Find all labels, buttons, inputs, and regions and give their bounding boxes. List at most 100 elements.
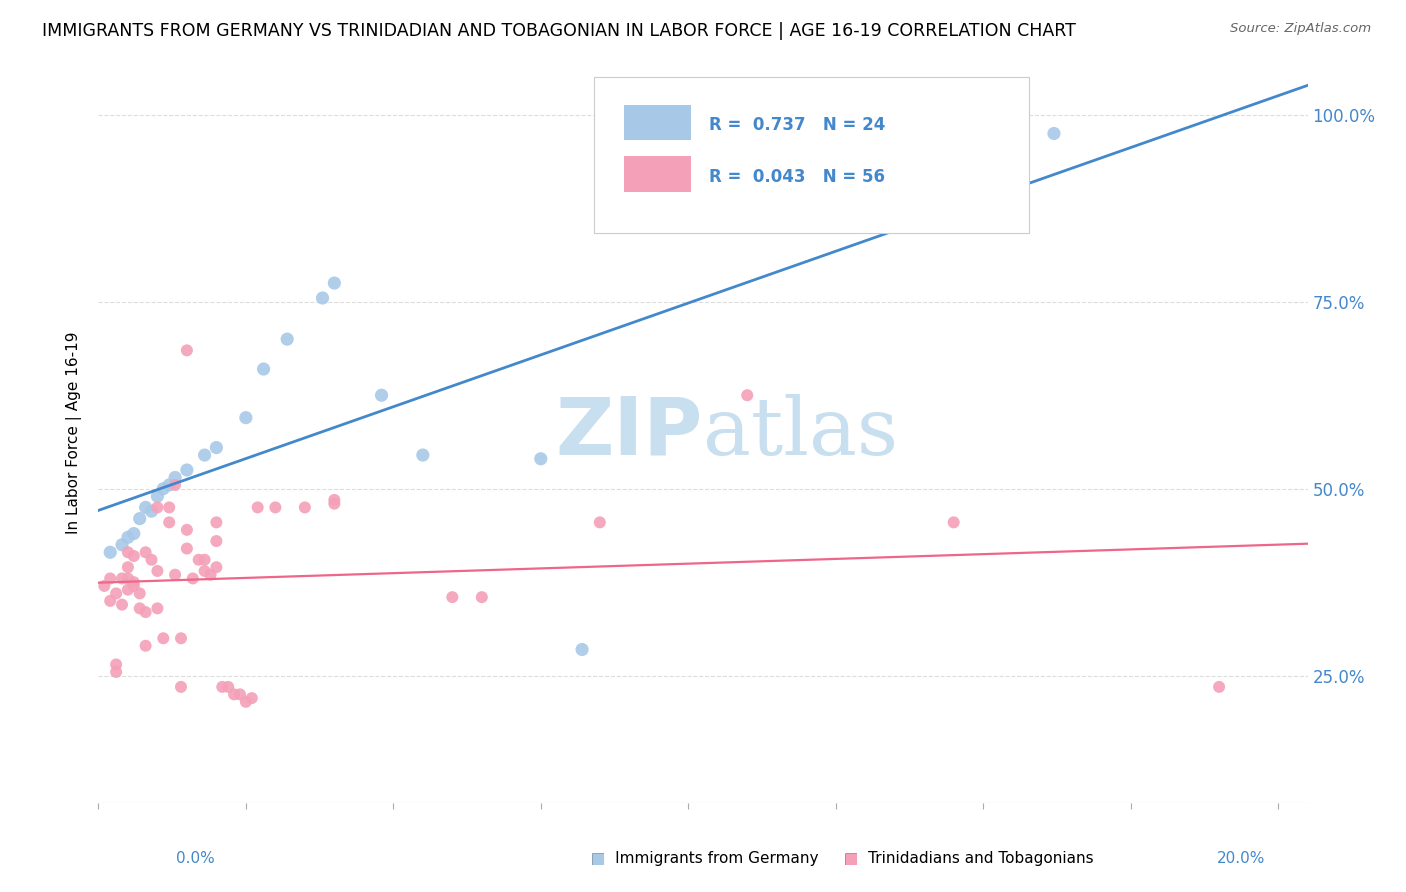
Point	[294, 500, 316, 515]
Text: ■  Trinidadians and Tobagonians: ■ Trinidadians and Tobagonians	[844, 851, 1094, 865]
Point	[135, 500, 157, 515]
Point	[157, 500, 180, 515]
Point	[165, 567, 187, 582]
Point	[323, 276, 346, 290]
Point	[98, 594, 121, 608]
Point	[194, 553, 217, 567]
Point	[229, 687, 252, 701]
Point	[117, 545, 139, 559]
Point	[122, 526, 145, 541]
Point	[205, 516, 228, 530]
Point	[98, 545, 121, 559]
Point	[264, 500, 287, 515]
FancyBboxPatch shape	[624, 156, 690, 192]
Point	[323, 497, 346, 511]
Point	[176, 463, 198, 477]
Point	[276, 332, 298, 346]
Text: atlas: atlas	[703, 393, 898, 472]
Point	[117, 530, 139, 544]
Point	[146, 489, 169, 503]
Point	[111, 598, 134, 612]
Point	[105, 665, 128, 679]
FancyBboxPatch shape	[624, 104, 690, 140]
Point	[141, 504, 163, 518]
Point	[111, 571, 134, 585]
Point	[1043, 127, 1066, 141]
Point	[1001, 127, 1024, 141]
Point	[122, 575, 145, 590]
Point	[135, 639, 157, 653]
Point	[311, 291, 333, 305]
Text: ■: ■	[591, 851, 605, 865]
Point	[571, 642, 593, 657]
Point	[200, 567, 222, 582]
Y-axis label: In Labor Force | Age 16-19: In Labor Force | Age 16-19	[66, 331, 83, 534]
Point	[146, 564, 169, 578]
Point	[194, 448, 217, 462]
FancyBboxPatch shape	[595, 78, 1029, 233]
Point	[111, 538, 134, 552]
Point	[412, 448, 434, 462]
Text: ZIP: ZIP	[555, 393, 703, 472]
Point	[165, 478, 187, 492]
Point	[176, 343, 198, 358]
Point	[530, 451, 553, 466]
Point	[205, 441, 228, 455]
Point	[235, 410, 257, 425]
Point	[122, 549, 145, 563]
Point	[217, 680, 239, 694]
Point	[152, 632, 174, 646]
Point	[170, 680, 193, 694]
Point	[146, 500, 169, 515]
Point	[122, 579, 145, 593]
Point	[441, 590, 464, 604]
Point	[146, 601, 169, 615]
Point	[205, 560, 228, 574]
Point	[205, 534, 228, 549]
Point	[1208, 680, 1230, 694]
Text: R =  0.043   N = 56: R = 0.043 N = 56	[709, 169, 884, 186]
Point	[157, 478, 180, 492]
Text: ■  Immigrants from Germany: ■ Immigrants from Germany	[591, 851, 818, 865]
Text: 20.0%: 20.0%	[1218, 851, 1265, 865]
Point	[883, 201, 905, 215]
Point	[187, 553, 209, 567]
Point	[471, 590, 494, 604]
Text: IMMIGRANTS FROM GERMANY VS TRINIDADIAN AND TOBAGONIAN IN LABOR FORCE | AGE 16-19: IMMIGRANTS FROM GERMANY VS TRINIDADIAN A…	[42, 22, 1076, 40]
Point	[128, 601, 150, 615]
Point	[105, 586, 128, 600]
Point	[176, 541, 198, 556]
Point	[128, 511, 150, 525]
Point	[176, 523, 198, 537]
Point	[246, 500, 269, 515]
Point	[323, 492, 346, 507]
Point	[165, 470, 187, 484]
Point	[735, 388, 758, 402]
Point	[235, 695, 257, 709]
Text: 0.0%: 0.0%	[176, 851, 215, 865]
Point	[117, 560, 139, 574]
Text: R =  0.737   N = 24: R = 0.737 N = 24	[709, 116, 886, 135]
Point	[942, 516, 965, 530]
Point	[141, 553, 163, 567]
Point	[589, 516, 612, 530]
Point	[135, 545, 157, 559]
Point	[93, 579, 115, 593]
Point	[181, 571, 204, 585]
Point	[128, 586, 150, 600]
Text: ■: ■	[844, 851, 858, 865]
Point	[117, 571, 139, 585]
Point	[152, 482, 174, 496]
Point	[222, 687, 245, 701]
Point	[370, 388, 392, 402]
Point	[117, 582, 139, 597]
Point	[240, 691, 263, 706]
Point	[98, 571, 121, 585]
Point	[211, 680, 233, 694]
Point	[194, 564, 217, 578]
Point	[170, 632, 193, 646]
Point	[135, 605, 157, 619]
Text: Source: ZipAtlas.com: Source: ZipAtlas.com	[1230, 22, 1371, 36]
Point	[105, 657, 128, 672]
Point	[157, 516, 180, 530]
